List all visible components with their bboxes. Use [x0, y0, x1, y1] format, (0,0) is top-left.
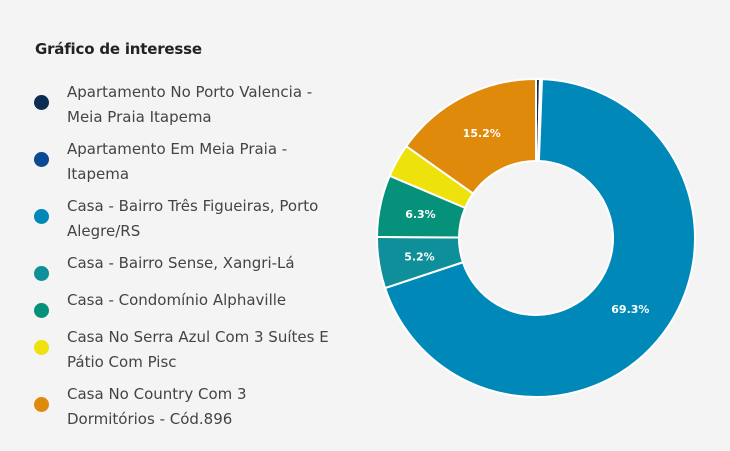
- slice-data-label: 6.3%: [405, 208, 436, 221]
- slice-data-label: 5.2%: [404, 250, 435, 263]
- slice-data-label: 15.2%: [463, 127, 501, 140]
- slice-data-label: 69.3%: [611, 303, 649, 316]
